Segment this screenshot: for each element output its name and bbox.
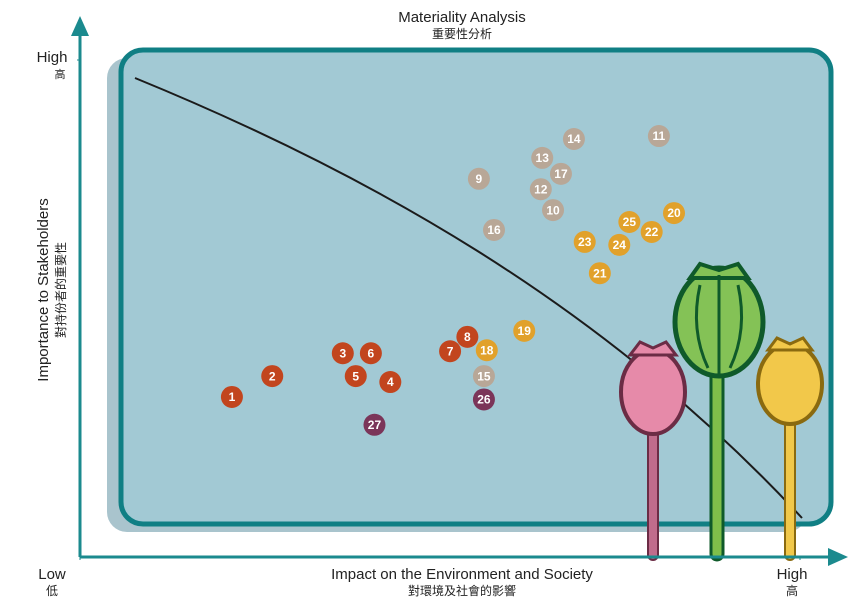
point-label: 21	[593, 266, 607, 280]
point-label: 6	[368, 346, 375, 360]
point-label: 23	[578, 235, 592, 249]
page: {"chart_data": { "type": "scatter", "tit…	[0, 0, 855, 603]
chart-title: Materiality Analysis	[398, 9, 526, 26]
point-label: 3	[339, 346, 346, 360]
point-group: 22	[641, 221, 663, 243]
point-group: 3	[332, 342, 354, 364]
point-group: 15	[473, 365, 495, 387]
point-group: 26	[473, 388, 495, 410]
point-group: 20	[663, 202, 685, 224]
point-group: 4	[379, 371, 401, 393]
point-label: 19	[518, 324, 532, 338]
point-group: 17	[550, 163, 572, 185]
point-group: 5	[345, 365, 367, 387]
point-label: 18	[480, 343, 494, 357]
point-group: 11	[648, 125, 670, 147]
point-label: 4	[387, 375, 394, 389]
point-label: 8	[464, 330, 471, 344]
point-label: 22	[645, 225, 659, 239]
point-group: 18	[476, 339, 498, 361]
y-axis-sublabel: 對持份者的重要性	[53, 242, 68, 338]
point-group: 23	[574, 231, 596, 253]
point-group: 21	[589, 262, 611, 284]
point-group: 12	[530, 178, 552, 200]
point-label: 15	[477, 369, 491, 383]
point-label: 25	[623, 215, 637, 229]
point-group: 10	[542, 199, 564, 221]
point-group: 7	[439, 340, 461, 362]
point-label: 14	[567, 132, 581, 146]
point-label: 26	[477, 393, 491, 407]
y-arrow	[71, 16, 89, 36]
point-group: 13	[531, 147, 553, 169]
point-label: 11	[653, 129, 666, 143]
point-group: 2	[261, 365, 283, 387]
point-label: 5	[352, 369, 359, 383]
point-group: 24	[608, 234, 630, 256]
point-label: 20	[667, 206, 681, 220]
chart-subtitle: 重要性分析	[432, 27, 492, 41]
point-label: 10	[546, 203, 560, 217]
point-group: 8	[456, 326, 478, 348]
point-label: 13	[536, 151, 550, 165]
point-group: 6	[360, 342, 382, 364]
x-tick-sublabel: 高	[786, 583, 798, 598]
x-arrow	[828, 548, 848, 566]
point-label: 24	[613, 238, 627, 252]
point-group: 14	[563, 128, 585, 150]
point-group: 9	[468, 168, 490, 190]
point-group: 16	[483, 219, 505, 241]
point-label: 16	[487, 223, 501, 237]
x-tick-label: High	[777, 566, 808, 583]
point-group: 1	[221, 386, 243, 408]
point-label: 2	[269, 369, 276, 383]
point-label: 7	[447, 344, 454, 358]
point-group: 19	[513, 320, 535, 342]
x-tick-label: Low	[38, 566, 66, 583]
x-tick-sublabel: 低	[46, 584, 58, 598]
x-axis-sublabel: 對環境及社會的影響	[408, 583, 516, 598]
y-tick-label: High	[37, 49, 68, 66]
point-label: 27	[368, 418, 382, 432]
y-tick-sublabel: 高	[55, 67, 66, 81]
y-axis-label: Importance to Stakeholders	[35, 198, 52, 381]
point-label: 17	[554, 167, 568, 181]
x-axis-label: Impact on the Environment and Society	[331, 566, 593, 583]
point-label: 1	[229, 390, 236, 404]
point-label: 12	[534, 182, 548, 196]
point-group: 25	[618, 211, 640, 233]
point-group: 27	[363, 414, 385, 436]
point-label: 9	[476, 172, 483, 186]
chart: Materiality Analysis 重要性分析 Impact on the…	[0, 0, 855, 603]
